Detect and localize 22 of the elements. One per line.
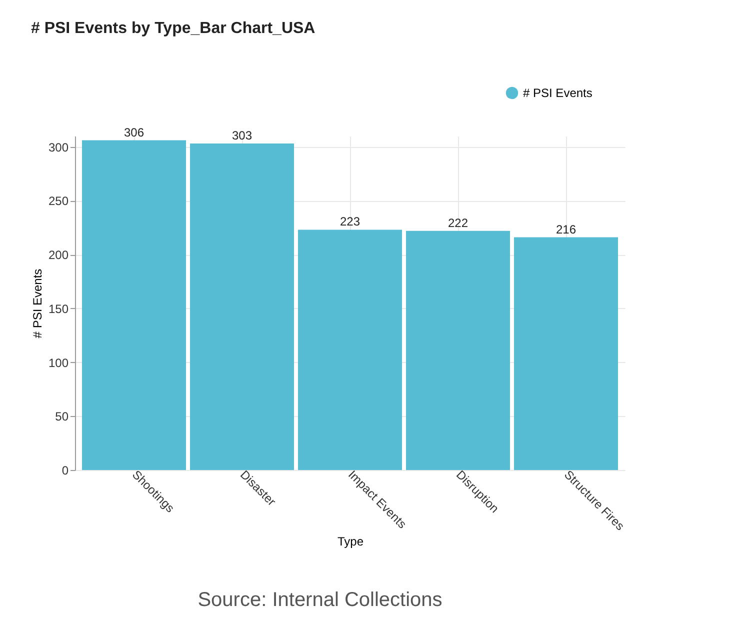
legend-label: # PSI Events [523, 86, 592, 100]
y-tick-label: 0 [62, 464, 69, 478]
data-label: 223 [340, 214, 360, 229]
data-label: 306 [124, 125, 144, 140]
data-label: 303 [232, 128, 252, 143]
bar [298, 230, 402, 470]
data-label: 216 [556, 222, 576, 236]
x-axis-title: Type [337, 534, 364, 548]
source-note: Source: Internal Collections [198, 589, 442, 611]
y-tick-label: 300 [48, 140, 69, 154]
bar [190, 144, 294, 470]
data-label: 222 [448, 216, 468, 230]
y-axis-title: # PSI Events [30, 268, 44, 338]
y-tick-label: 50 [55, 410, 69, 424]
bar [514, 237, 618, 470]
bar [82, 140, 186, 470]
bar [406, 230, 510, 470]
y-tick-label: 250 [48, 194, 69, 208]
y-tick-label: 150 [48, 302, 69, 316]
y-tick-label: 100 [48, 356, 69, 370]
chart-title: # PSI Events by Type_Bar Chart_USA [30, 20, 316, 37]
y-tick-label: 200 [48, 248, 69, 262]
